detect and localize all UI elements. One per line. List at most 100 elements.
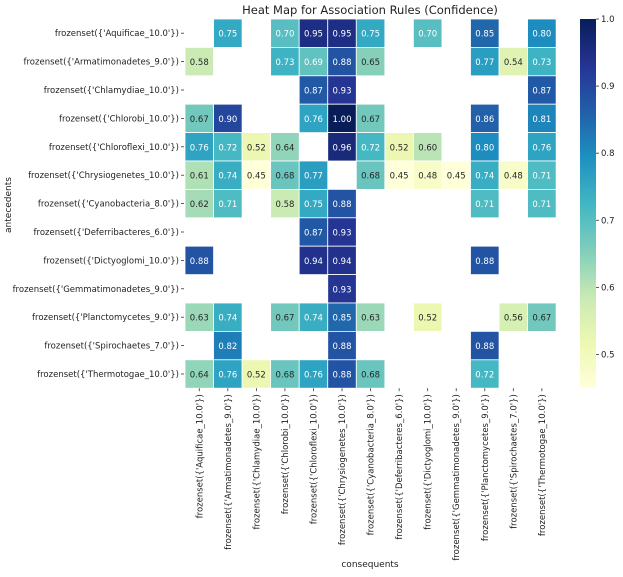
cell-value-label: 0.52 <box>247 371 266 381</box>
y-tick-label: frozenset({'Chlamydiae_10.0'}) <box>44 86 179 96</box>
heatmap-cell <box>213 18 243 48</box>
colorbar-tick-label: 0.8 <box>601 149 615 159</box>
heatmap-cell <box>327 47 357 77</box>
heatmap-cell <box>470 188 500 219</box>
cell-value-label: 0.85 <box>333 314 352 324</box>
cell-value-label: 0.96 <box>333 143 352 153</box>
cell-value-label: 0.87 <box>304 87 323 97</box>
heatmap-cell <box>213 330 243 361</box>
cell-value-label: 0.71 <box>532 172 551 182</box>
heatmap-cell <box>298 103 329 133</box>
heatmap-cell <box>241 359 272 389</box>
cell-value-label: 0.93 <box>333 87 352 97</box>
cell-value-label: 0.56 <box>504 314 523 324</box>
y-tick-label: frozenset({'Thermotogae_10.0'}) <box>37 370 179 380</box>
cell-value-label: 0.85 <box>475 30 494 40</box>
cell-value-label: 0.94 <box>333 257 352 267</box>
heatmap-cell <box>270 359 300 389</box>
cell-value-label: 0.52 <box>418 314 437 324</box>
cell-value-label: 0.90 <box>218 115 237 125</box>
cell-value-label: 0.74 <box>218 314 237 324</box>
cell-value-label: 0.80 <box>532 30 551 40</box>
cell-value-label: 0.76 <box>304 371 323 381</box>
cell-value-label: 0.67 <box>190 115 209 125</box>
cell-value-label: 0.76 <box>218 371 237 381</box>
cell-value-label: 0.73 <box>275 58 294 68</box>
cell-value-label: 0.75 <box>361 30 380 40</box>
heatmap-cell <box>527 47 557 77</box>
heatmap-cell <box>355 359 386 389</box>
y-tick-label: frozenset({'Cyanobacteria_8.0'}) <box>38 200 179 210</box>
heatmap-cell <box>270 47 300 77</box>
x-axis-label: consequents <box>341 560 399 570</box>
cell-value-label: 0.95 <box>304 30 323 40</box>
heatmap-cell <box>527 18 557 48</box>
heatmap-cell <box>270 18 300 48</box>
heatmap-cell <box>355 103 386 133</box>
cell-value-label: 0.52 <box>390 143 409 153</box>
heatmap-cell <box>412 302 443 332</box>
heatmap-cell <box>241 132 272 162</box>
cell-value-label: 0.63 <box>361 314 380 324</box>
x-tick-label: frozenset({'Chlorobi_10.0'}) <box>281 394 291 514</box>
heatmap-cell <box>441 160 471 190</box>
cell-value-label: 0.71 <box>532 200 551 210</box>
heatmap-cell <box>298 245 329 275</box>
heatmap-cell <box>213 302 243 332</box>
heatmap-cell <box>270 132 300 162</box>
cell-value-label: 0.88 <box>475 257 494 267</box>
heatmap-cell <box>298 302 329 332</box>
cell-value-label: 0.76 <box>304 115 323 125</box>
cell-value-label: 0.80 <box>475 143 494 153</box>
cell-value-label: 0.68 <box>361 172 380 182</box>
heatmap-cell <box>470 359 500 389</box>
heatmap-cell <box>184 47 214 77</box>
colorbar-tick-label: 1.0 <box>601 15 615 25</box>
x-tick-label: frozenset({'Planctomycetes_9.0'}) <box>481 394 491 541</box>
y-tick-label: frozenset({'Aquificae_10.0'}) <box>55 29 179 39</box>
cell-value-label: 0.87 <box>304 229 323 239</box>
cell-value-label: 0.58 <box>190 58 209 68</box>
heatmap-cell <box>527 160 557 190</box>
x-tick-label: frozenset({'Spirochaetes_7.0'}) <box>509 394 519 529</box>
cell-value-label: 0.76 <box>532 143 551 153</box>
heatmap-cell <box>184 160 214 190</box>
heatmap-cell <box>213 188 243 219</box>
heatmap-cell <box>498 160 528 190</box>
heatmap-cell <box>327 132 357 162</box>
cell-value-label: 0.88 <box>333 342 352 352</box>
heatmap-cell <box>327 103 357 133</box>
x-tick-label: frozenset({'Chlamydiae_10.0'}) <box>252 394 262 529</box>
heatmap-cell <box>298 359 329 389</box>
cell-value-label: 0.45 <box>247 172 266 182</box>
heatmap-cell <box>327 188 357 219</box>
cell-value-label: 0.93 <box>333 229 352 239</box>
colorbar-tick-label: 0.9 <box>601 82 615 92</box>
cell-value-label: 0.67 <box>532 314 551 324</box>
cell-value-label: 0.88 <box>190 257 209 267</box>
colorbar-tick-label: 0.7 <box>601 216 615 226</box>
x-tick-label: frozenset({'Aquificae_10.0'}) <box>195 394 205 518</box>
cell-value-label: 0.67 <box>275 314 294 324</box>
cell-value-label: 0.64 <box>190 371 209 381</box>
heatmap-cell <box>498 302 528 332</box>
cell-value-label: 0.71 <box>475 200 494 210</box>
x-tick-label: frozenset({'Chrysiogenetes_10.0'}) <box>338 394 348 545</box>
cell-value-label: 0.70 <box>275 30 294 40</box>
cell-value-label: 0.87 <box>532 87 551 97</box>
cell-value-label: 0.58 <box>275 200 294 210</box>
heatmap-cell <box>327 75 357 105</box>
cell-value-label: 0.82 <box>218 342 237 352</box>
cell-value-label: 0.88 <box>333 371 352 381</box>
y-tick-label: frozenset({'Planctomycetes_9.0'}) <box>32 313 179 323</box>
heatmap-cell <box>184 132 214 162</box>
cell-value-label: 0.45 <box>447 172 466 182</box>
x-tick-label: frozenset({'Armatimonadetes_9.0'}) <box>224 394 234 550</box>
cell-value-label: 0.88 <box>333 200 352 210</box>
heatmap-cell <box>327 330 357 361</box>
cell-value-label: 0.72 <box>475 371 494 381</box>
cell-value-label: 0.72 <box>361 143 380 153</box>
cell-value-label: 0.77 <box>304 172 323 182</box>
y-tick-label: frozenset({'Gemmatimonadetes_9.0'}) <box>13 285 179 295</box>
cell-value-label: 0.93 <box>333 285 352 295</box>
